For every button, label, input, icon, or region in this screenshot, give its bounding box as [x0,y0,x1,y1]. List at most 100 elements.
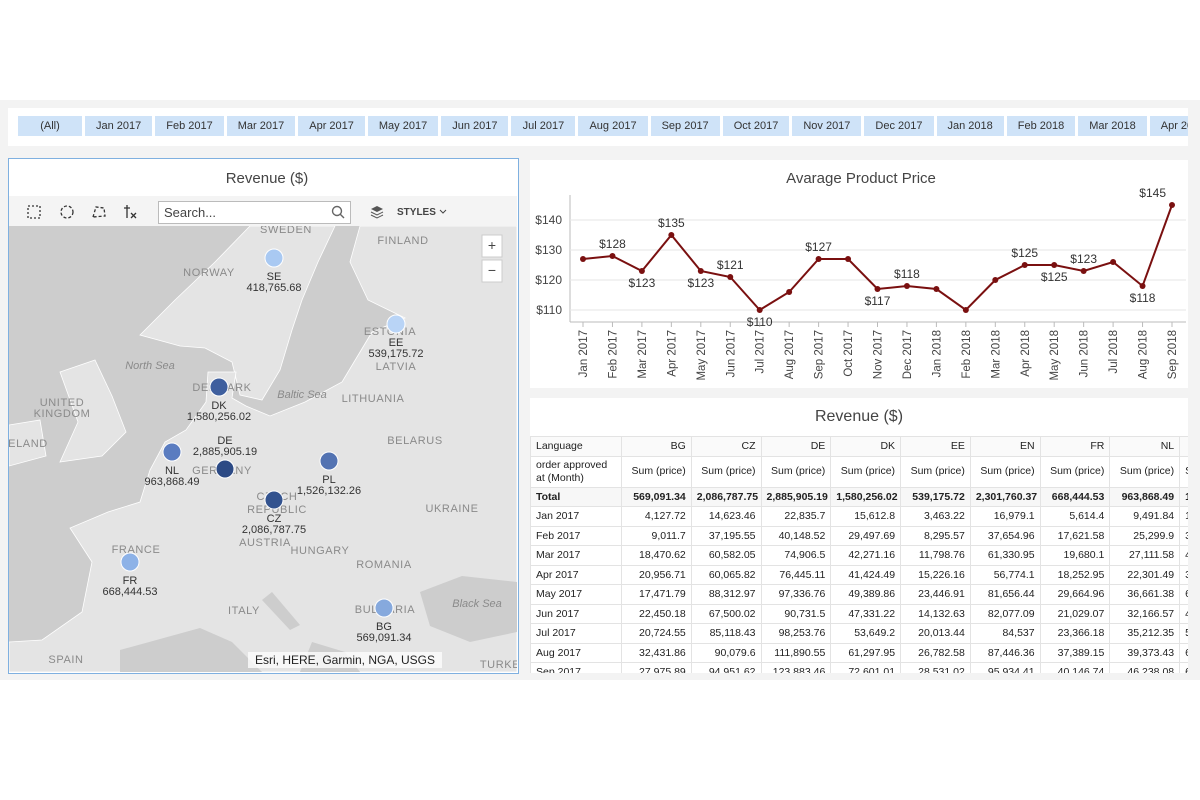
data-row: Feb 2017 9,011.7 37,195.55 40,148.52 29,497.… [530,525,1188,546]
table-cell: 49,389.86 [830,584,902,605]
table-cell: 16,979.1 [969,506,1041,527]
marker-code: EE [389,337,404,349]
map-label: SWEDEN [260,224,312,236]
table-cell: 35,212.35 [1109,623,1181,644]
filter-button[interactable]: Mar 2017 [226,116,296,136]
data-label: $123 [629,276,656,290]
table-cell: 1,526,1 [1179,486,1188,507]
styles-button[interactable]: STYLES [397,207,436,218]
table-cell: 29,497.69 [830,525,902,546]
table-cell: 37,389.15 [1039,642,1111,663]
table-cell: 14,132.63 [900,603,971,624]
table-cell: 1,580,256.02 [830,486,902,507]
subheader-row: order approved at (Month) Sum (price) Sum … [530,455,1188,488]
filter-button[interactable]: Feb 2017 [155,116,224,136]
marker-value: 668,444.53 [102,586,157,598]
filter-button[interactable]: Jan 2017 [85,116,153,136]
table-cell: 56,774.1 [969,564,1041,585]
map-label: KINGDOM [34,408,91,420]
data-label: $117 [865,294,891,308]
map-marker [120,552,140,572]
filter-button[interactable]: Jul 2017 [511,116,576,136]
data-label: $110 [747,315,773,329]
filter-button[interactable]: Oct 2017 [722,116,790,136]
data-row: Total 569,091.34 2,086,787.75 2,885,905.19 1… [530,486,1188,507]
marker-code: DK [211,400,227,412]
data-label: $125 [1041,270,1068,284]
table-cell: 21,029.07 [1039,603,1111,624]
table-cell: May 2017 [530,584,622,605]
table-cell: 23,366.18 [1039,623,1111,644]
table-cell: 84,537 [969,623,1041,644]
table-cell: 18,470.62 [621,545,692,566]
x-tick-label: Jan 2017 [578,330,590,377]
filter-button[interactable]: Feb 2018 [1006,116,1076,136]
table-cell: 25,299.9 [1109,525,1181,546]
filter-button[interactable]: (All) [18,116,82,136]
zoom-out-button[interactable] [481,259,503,283]
marker-code: PL [322,474,335,486]
table-cell: 88,312.97 [690,584,762,605]
chart-title: Avarage Product Price [786,170,936,187]
table-cell: 22,835.7 [760,506,832,527]
data-label: $123 [687,276,714,290]
table-cell: 61,330.95 [969,545,1041,566]
filter-button[interactable]: Apr 2018 [1149,116,1188,136]
table-cell: 123,883.46 [760,662,832,673]
map-label: UNITED [40,397,85,409]
table-cell: 28,531.02 [900,662,971,673]
header-row: Language BG CZ DE DK EE EN FR NL [530,436,1188,457]
filter-button[interactable]: Nov 2017 [792,116,862,136]
y-tick-label: $120 [535,273,562,287]
zoom-out: − [488,262,496,278]
filter-button[interactable]: Jun 2017 [441,116,509,136]
table-cell: 67,500.02 [690,603,762,624]
table-cell: Jun 2017 [530,603,622,624]
marker-code: CZ [267,513,282,525]
map-label: LITHUANIA [342,393,405,405]
filter-button[interactable]: Apr 2017 [298,116,365,136]
marker-value: 569,091.34 [356,632,411,644]
table-cell: 19,680.1 [1039,545,1111,566]
data-label: $118 [1130,291,1156,305]
map-label: NORWAY [183,267,235,279]
data-label: $121 [717,258,744,272]
layers-icon[interactable] [370,206,384,219]
table-cell: 37,195.55 [690,525,762,546]
data-row: May 2017 17,471.79 88,312.97 97,336.76 49,38… [530,584,1188,605]
filter-button[interactable]: Mar 2018 [1078,116,1147,136]
marker-value: 2,885,905.19 [193,446,257,458]
price-point [845,256,852,262]
map-marker [374,598,394,618]
table-title: Revenue ($) [814,408,904,425]
filter-button[interactable]: Jan 2018 [936,116,1004,136]
table-cell: 32,166.57 [1109,603,1181,624]
filter-button[interactable]: May 2017 [367,116,439,136]
price-point [668,232,675,238]
subheader-cell: Sum (price) [900,455,971,488]
search-box[interactable] [158,201,351,224]
zoom-in-button[interactable] [481,234,503,258]
map-marker [264,490,284,510]
map-label: Black Sea [452,598,502,610]
table-cell: 17,471.79 [621,584,692,605]
toolbar-icons[interactable] [27,205,137,219]
table-cell: 37,654.96 [969,525,1041,546]
filter-button[interactable]: Sep 2017 [650,116,720,136]
table-cell: 98,253.76 [760,623,832,644]
price-point [903,283,910,289]
x-tick-label: Jun 2018 [1079,330,1091,377]
table-cell: 26,782.58 [900,642,971,663]
table-cell: 2,086,787.75 [690,486,762,507]
map-label: SPAIN [48,654,83,666]
filter-button[interactable]: Dec 2017 [864,116,934,136]
y-tick-label: $110 [536,303,562,317]
subheader-cell: S (p [1179,455,1188,488]
table-cell: 53,649.2 [830,623,902,644]
map-label: LATVIA [376,361,417,373]
filter-button[interactable]: Aug 2017 [578,116,648,136]
table-cell: 40,148.52 [760,525,832,546]
table-panel: Revenue ($) Language BG CZ DE DK EE EN FR NL orde… [530,398,1188,673]
